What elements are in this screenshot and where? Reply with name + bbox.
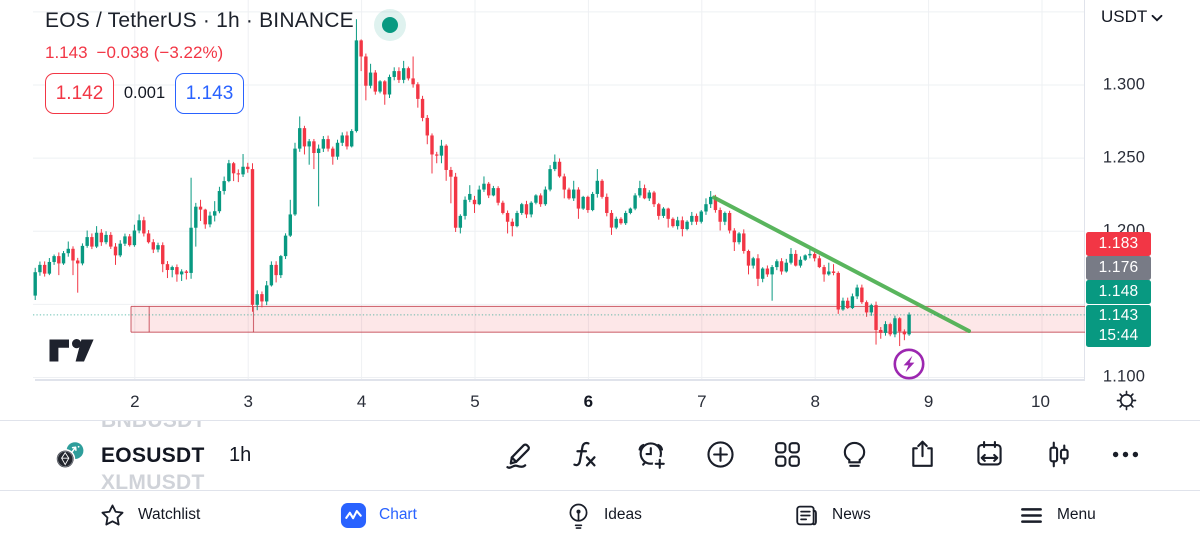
symbol-title[interactable]: EOS / TetherUS · 1h · BINANCE bbox=[45, 9, 354, 32]
chart-tile-icon bbox=[340, 502, 367, 529]
layout-grid-icon[interactable] bbox=[771, 437, 805, 471]
time-tick: 10 bbox=[1031, 392, 1050, 411]
share-icon[interactable] bbox=[905, 437, 939, 471]
active-symbol[interactable]: EOSUSDT bbox=[101, 444, 205, 467]
price-label-badge: 1.148 bbox=[1086, 280, 1151, 304]
bottom-navigation: Watchlist Chart Ideas News Menu bbox=[0, 490, 1200, 540]
time-tick: 2 bbox=[130, 392, 140, 411]
more-ellipsis-icon[interactable] bbox=[1108, 437, 1142, 471]
nav-item-menu[interactable]: Menu bbox=[1018, 491, 1096, 539]
symbol-toolbar-row: BNBUSDT XLMUSDT bbox=[0, 420, 1200, 490]
price-label-badge: 1.176 bbox=[1086, 255, 1151, 280]
time-tick: 5 bbox=[470, 392, 480, 411]
star-icon bbox=[99, 502, 126, 529]
nav-label: Chart bbox=[379, 506, 417, 523]
draw-icon[interactable] bbox=[502, 437, 536, 471]
time-tick: 3 bbox=[243, 392, 253, 411]
go-to-date-icon[interactable] bbox=[973, 437, 1007, 471]
price-change-row: 1.143 −0.038 (−3.22%) bbox=[45, 43, 354, 63]
news-icon bbox=[793, 502, 820, 529]
change-absolute: −0.038 bbox=[96, 43, 150, 62]
prev-symbol-ghost[interactable]: BNBUSDT bbox=[101, 420, 206, 432]
market-open-dot-icon[interactable] bbox=[374, 9, 406, 41]
support-zone-band[interactable] bbox=[131, 306, 1085, 333]
chart-pane[interactable]: EOS / TetherUS · 1h · BINANCE 1.143 −0.03… bbox=[0, 0, 1200, 420]
nav-item-news[interactable]: News bbox=[793, 491, 871, 539]
price-tick: 1.250 bbox=[1102, 148, 1146, 167]
add-alert-icon[interactable] bbox=[635, 437, 669, 471]
price-tick: 1.100 bbox=[1102, 367, 1146, 386]
nav-label: Watchlist bbox=[138, 506, 201, 523]
price-label-badge: 1.183 bbox=[1086, 231, 1151, 256]
chart-legend: EOS / TetherUS · 1h · BINANCE 1.143 −0.03… bbox=[45, 9, 406, 114]
chevron-down-icon bbox=[1151, 14, 1163, 22]
time-tick: 7 bbox=[697, 392, 707, 411]
time-tick: 6 bbox=[583, 392, 594, 411]
next-symbol-ghost[interactable]: XLMUSDT bbox=[101, 471, 205, 490]
nav-label: Ideas bbox=[604, 506, 642, 523]
nav-item-chart[interactable]: Chart bbox=[340, 491, 417, 539]
flash-marker-icon[interactable] bbox=[893, 348, 925, 380]
price-tick: 1.300 bbox=[1102, 75, 1146, 94]
sell-button[interactable]: 1.142 bbox=[45, 73, 114, 114]
plus-circle-icon[interactable] bbox=[704, 437, 738, 471]
nav-label: News bbox=[832, 506, 871, 523]
candlestick-chart[interactable] bbox=[0, 0, 1085, 382]
nav-label: Menu bbox=[1057, 506, 1096, 523]
time-axis-border bbox=[35, 380, 1085, 381]
time-tick: 8 bbox=[810, 392, 820, 411]
price-label-badge: 1.143 15:44 bbox=[1086, 304, 1151, 347]
nav-item-watchlist[interactable]: Watchlist bbox=[99, 491, 200, 539]
menu-icon bbox=[1018, 502, 1045, 529]
buy-button[interactable]: 1.143 bbox=[175, 73, 244, 114]
idea-bulb-icon[interactable] bbox=[838, 437, 872, 471]
interval-selector[interactable]: 1h bbox=[229, 444, 252, 466]
spread-value: 0.001 bbox=[123, 84, 166, 102]
time-axis[interactable]: 2 3 4 5 6 7 8 9 10 bbox=[0, 380, 1200, 420]
tradingview-logo bbox=[49, 339, 94, 362]
descending-trendline[interactable] bbox=[712, 195, 971, 333]
nav-item-ideas[interactable]: Ideas bbox=[565, 491, 642, 539]
indicators-fx-icon[interactable] bbox=[568, 437, 602, 471]
idea-person-icon bbox=[565, 502, 592, 529]
currency-dropdown[interactable]: USDT bbox=[1101, 7, 1193, 27]
eos-coin-icon[interactable] bbox=[48, 432, 90, 470]
time-tick: 9 bbox=[923, 392, 934, 411]
change-percent: (−3.22%) bbox=[153, 43, 224, 62]
candle-series bbox=[33, 19, 911, 347]
bid-ask-row: 1.142 0.001 1.143 bbox=[45, 73, 354, 114]
chart-style-icon[interactable] bbox=[1041, 437, 1075, 471]
gear-icon[interactable] bbox=[1112, 386, 1140, 414]
price-axis[interactable]: USDT 1.300 1.250 1.200 1.100 1.183 1.176 1.14… bbox=[1085, 0, 1200, 420]
time-tick: 4 bbox=[356, 392, 367, 411]
last-price: 1.143 bbox=[45, 43, 88, 62]
